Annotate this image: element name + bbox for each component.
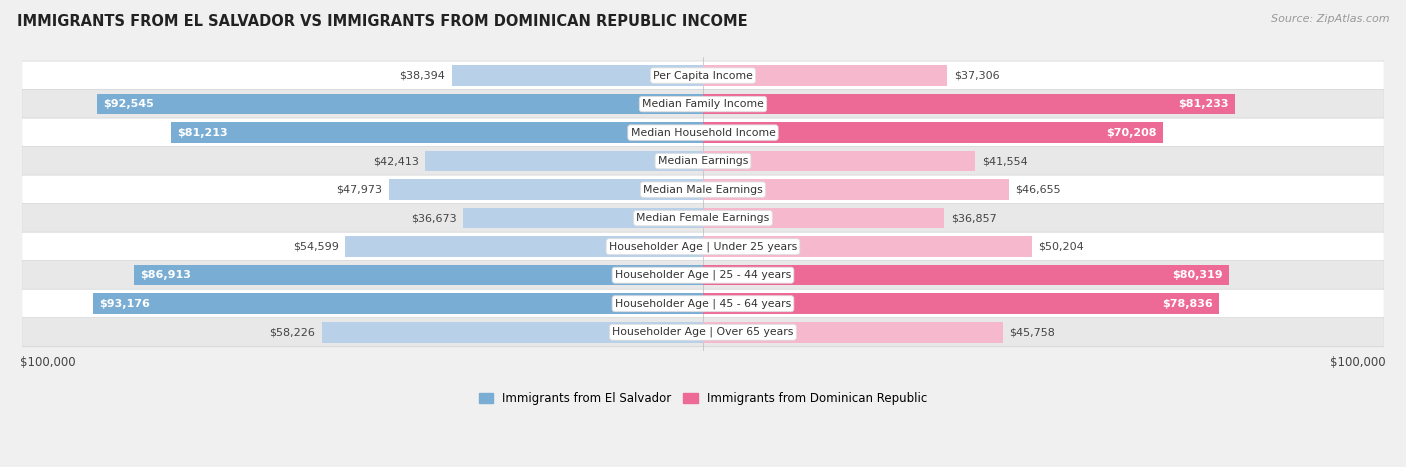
FancyBboxPatch shape — [22, 61, 1384, 90]
Text: $81,233: $81,233 — [1178, 99, 1229, 109]
Bar — [451, 65, 703, 86]
Bar — [703, 122, 1163, 143]
Text: IMMIGRANTS FROM EL SALVADOR VS IMMIGRANTS FROM DOMINICAN REPUBLIC INCOME: IMMIGRANTS FROM EL SALVADOR VS IMMIGRANT… — [17, 14, 748, 29]
FancyBboxPatch shape — [22, 204, 1384, 233]
Text: $37,306: $37,306 — [953, 71, 1000, 81]
Bar — [346, 236, 703, 257]
Bar — [389, 179, 703, 200]
Text: $45,758: $45,758 — [1010, 327, 1054, 337]
FancyBboxPatch shape — [22, 261, 1384, 290]
Bar — [703, 293, 1219, 314]
Bar — [172, 122, 703, 143]
Bar — [425, 151, 703, 171]
Text: $81,213: $81,213 — [177, 127, 228, 138]
Bar — [97, 94, 703, 114]
Bar — [703, 236, 1032, 257]
Text: Median Earnings: Median Earnings — [658, 156, 748, 166]
Bar — [703, 208, 945, 228]
Text: $78,836: $78,836 — [1161, 299, 1213, 309]
Text: Householder Age | 45 - 64 years: Householder Age | 45 - 64 years — [614, 298, 792, 309]
Text: $70,208: $70,208 — [1105, 127, 1156, 138]
Text: $36,857: $36,857 — [950, 213, 997, 223]
Bar — [703, 65, 948, 86]
Text: Median Male Earnings: Median Male Earnings — [643, 184, 763, 195]
Text: $47,973: $47,973 — [336, 184, 382, 195]
Text: $93,176: $93,176 — [100, 299, 150, 309]
Text: Per Capita Income: Per Capita Income — [652, 71, 754, 81]
FancyBboxPatch shape — [22, 289, 1384, 318]
Text: Householder Age | 25 - 44 years: Householder Age | 25 - 44 years — [614, 270, 792, 281]
Bar — [93, 293, 703, 314]
Bar — [703, 265, 1229, 285]
Legend: Immigrants from El Salvador, Immigrants from Dominican Republic: Immigrants from El Salvador, Immigrants … — [474, 387, 932, 410]
Text: Householder Age | Over 65 years: Householder Age | Over 65 years — [612, 327, 794, 338]
FancyBboxPatch shape — [22, 318, 1384, 347]
Text: Median Family Income: Median Family Income — [643, 99, 763, 109]
Text: $54,599: $54,599 — [292, 242, 339, 252]
Text: $58,226: $58,226 — [269, 327, 315, 337]
Bar — [322, 322, 703, 342]
Bar — [703, 94, 1234, 114]
Text: $41,554: $41,554 — [981, 156, 1028, 166]
Bar — [703, 151, 976, 171]
FancyBboxPatch shape — [22, 147, 1384, 176]
Bar — [703, 322, 1002, 342]
FancyBboxPatch shape — [22, 232, 1384, 261]
Text: $46,655: $46,655 — [1015, 184, 1060, 195]
Text: Median Household Income: Median Household Income — [630, 127, 776, 138]
Text: $38,394: $38,394 — [399, 71, 444, 81]
FancyBboxPatch shape — [22, 90, 1384, 119]
FancyBboxPatch shape — [22, 175, 1384, 204]
Text: Source: ZipAtlas.com: Source: ZipAtlas.com — [1271, 14, 1389, 24]
Text: $80,319: $80,319 — [1171, 270, 1222, 280]
Text: $50,204: $50,204 — [1039, 242, 1084, 252]
Text: Median Female Earnings: Median Female Earnings — [637, 213, 769, 223]
Bar — [703, 179, 1008, 200]
Text: $92,545: $92,545 — [104, 99, 155, 109]
Bar — [134, 265, 703, 285]
FancyBboxPatch shape — [22, 118, 1384, 147]
Text: Householder Age | Under 25 years: Householder Age | Under 25 years — [609, 241, 797, 252]
Text: $86,913: $86,913 — [141, 270, 191, 280]
Text: $36,673: $36,673 — [411, 213, 457, 223]
Bar — [463, 208, 703, 228]
Text: $42,413: $42,413 — [373, 156, 419, 166]
